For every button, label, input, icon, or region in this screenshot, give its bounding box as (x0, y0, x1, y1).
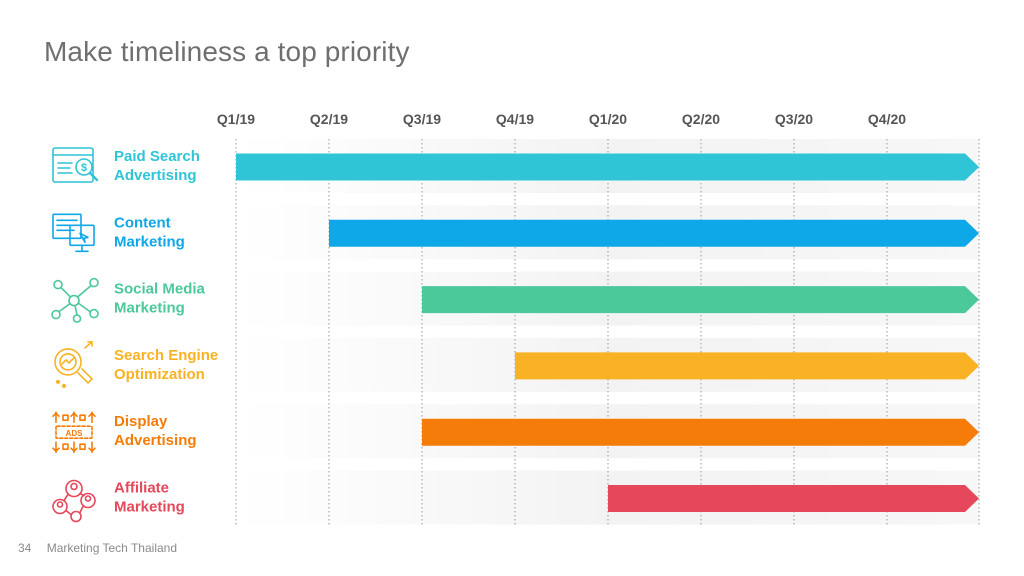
x-tick-label: Q1/19 (217, 111, 255, 127)
timeline-bar (329, 219, 979, 247)
svg-text:$: $ (81, 162, 87, 174)
row-label: Paid Search (114, 148, 200, 165)
timeline-bar (515, 352, 979, 380)
social-network-icon (51, 277, 99, 323)
grid-lines (235, 139, 980, 527)
footer: 34 Marketing Tech Thailand (18, 541, 177, 555)
x-tick-label: Q2/19 (310, 111, 348, 127)
paid-search-icon: $ (52, 147, 99, 183)
row-label: Affiliate (114, 480, 169, 497)
row-label: Display (114, 413, 168, 430)
timeline-bars (236, 153, 979, 512)
row-label: Search Engine (114, 347, 218, 364)
row-label: Marketing (114, 233, 185, 250)
x-tick-label: Q4/19 (496, 111, 534, 127)
timeline-bar (236, 153, 979, 181)
row-label: Content (114, 214, 171, 231)
content-marketing-icon (52, 213, 95, 253)
x-tick-label: Q3/20 (775, 111, 813, 127)
x-axis-ticks: Q1/19 Q2/19 Q3/19 Q4/19 Q1/20 Q2/20 Q3/20 Q4/20 (217, 111, 906, 127)
x-tick-label: Q2/20 (682, 111, 720, 127)
footer-text: Marketing Tech Thailand (46, 541, 178, 555)
page-title: Make timeliness a top priority (44, 36, 410, 67)
row-label: Advertising (114, 432, 197, 449)
seo-icon (54, 341, 93, 388)
row-label: Social Media (114, 281, 206, 298)
ads-icon: ADS (52, 411, 96, 454)
row-labels: Paid Search Advertising Content Marketing So… (114, 148, 218, 516)
row-label: Marketing (114, 499, 185, 516)
timeline-bar (422, 286, 979, 314)
row-label: Advertising (114, 167, 197, 184)
svg-text:ADS: ADS (66, 429, 84, 438)
page-number: 34 (18, 541, 32, 555)
row-label: Marketing (114, 300, 185, 317)
affiliate-network-icon (52, 479, 96, 523)
row-icons: $ ADS (51, 147, 99, 523)
row-label: Optimization (114, 366, 205, 383)
x-tick-label: Q1/20 (589, 111, 627, 127)
x-tick-label: Q3/19 (403, 111, 441, 127)
x-tick-label: Q4/20 (868, 111, 906, 127)
timeline-bar (608, 485, 979, 512)
timeline-bar (422, 418, 979, 446)
